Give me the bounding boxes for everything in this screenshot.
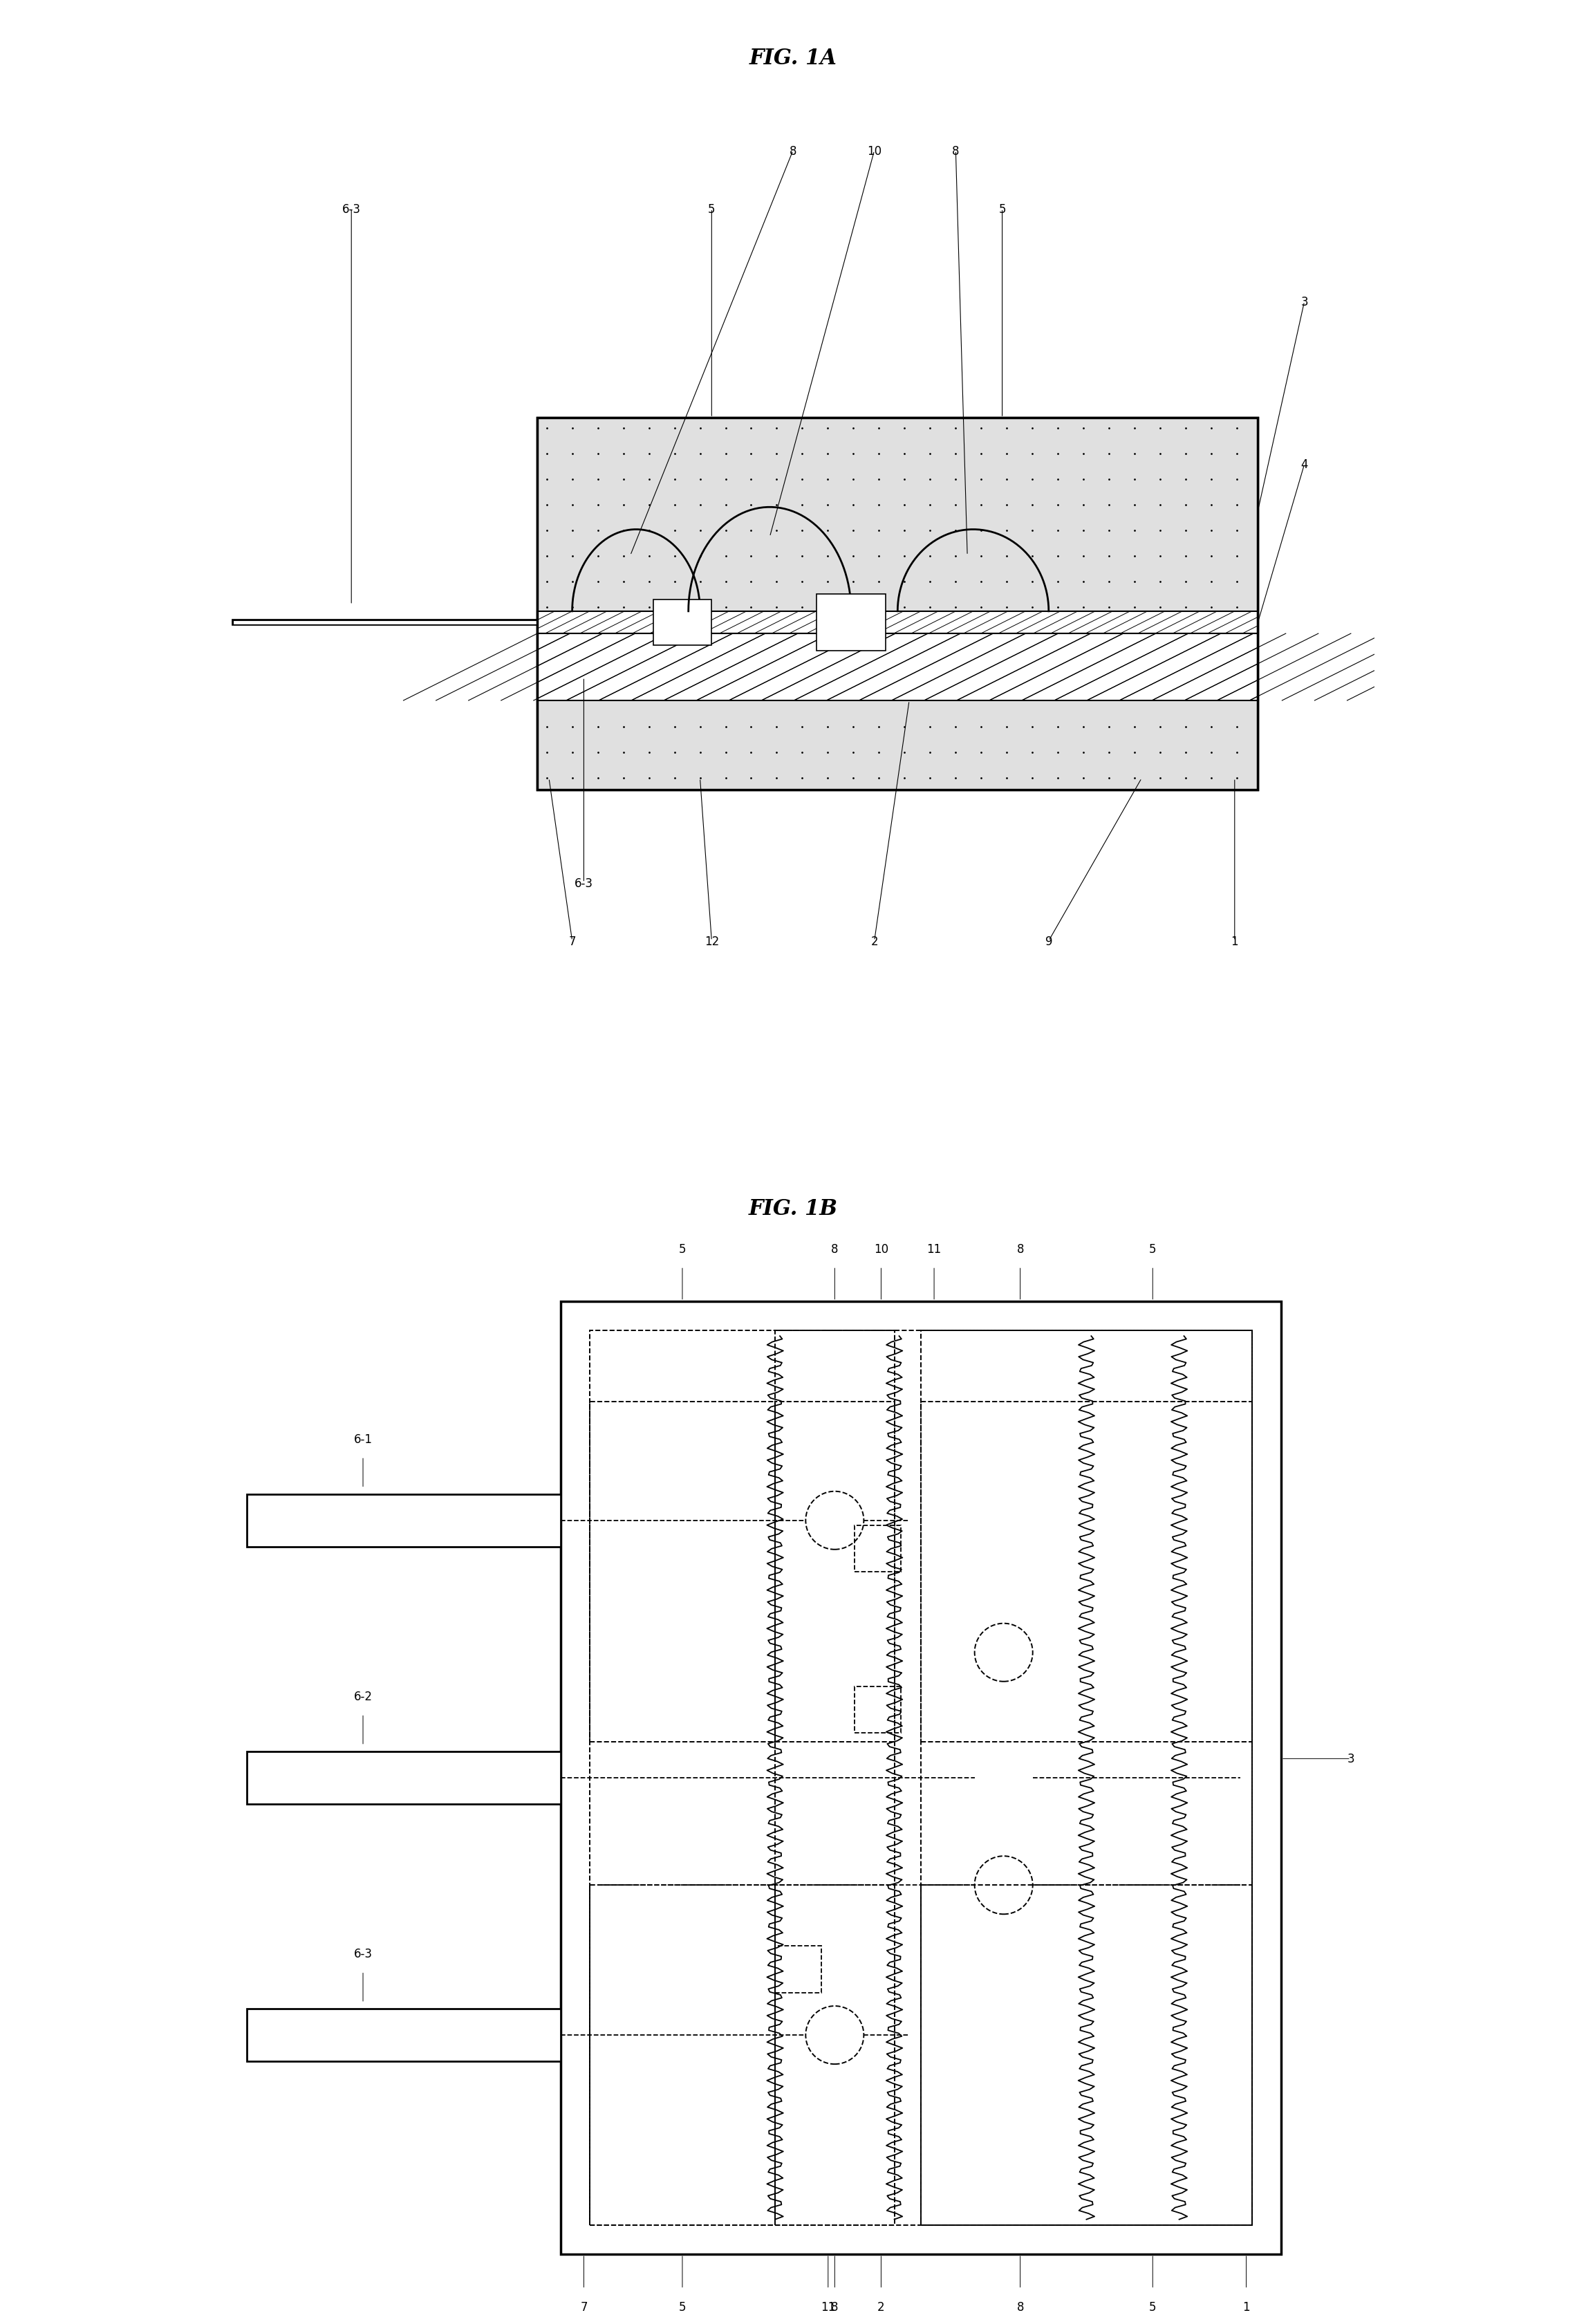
Text: 8: 8 [831, 1243, 839, 1255]
Bar [921, 1401, 1251, 1743]
Text: 1: 1 [1242, 2301, 1250, 2312]
Bar [247, 1752, 560, 1803]
Text: 8: 8 [952, 144, 960, 158]
Bar [538, 418, 1258, 618]
Text: 2: 2 [877, 2301, 885, 2312]
Text: 8: 8 [790, 144, 796, 158]
Bar [855, 1687, 901, 1734]
Bar [538, 611, 1258, 634]
Text: 6-3: 6-3 [354, 1948, 373, 1959]
Bar [560, 1301, 1281, 2254]
Bar [653, 600, 712, 646]
Bar [538, 634, 1258, 702]
Text: FIG. 1A: FIG. 1A [749, 46, 837, 70]
Text: 10: 10 [868, 144, 882, 158]
Text: 6-1: 6-1 [354, 1434, 373, 1446]
Text: 7: 7 [580, 2301, 587, 2312]
Text: 8: 8 [1017, 2301, 1025, 2312]
Text: 3: 3 [1347, 1752, 1354, 1764]
Text: 10: 10 [874, 1243, 888, 1255]
Text: 2: 2 [871, 934, 879, 948]
Text: 5: 5 [1150, 1243, 1156, 1255]
Bar [590, 1401, 776, 1743]
Text: 5: 5 [999, 202, 1006, 216]
Text: 3: 3 [1301, 295, 1308, 309]
Text: 12: 12 [704, 934, 718, 948]
Bar [817, 595, 887, 651]
Text: 6-3: 6-3 [574, 876, 593, 890]
Text: 11: 11 [820, 2301, 836, 2312]
Bar [538, 418, 1258, 790]
Bar [855, 1525, 901, 1571]
Text: 8: 8 [1017, 1243, 1025, 1255]
Bar [538, 702, 1258, 790]
Bar [590, 1329, 1251, 2226]
Text: 8: 8 [831, 2301, 839, 2312]
Text: 5: 5 [1150, 2301, 1156, 2312]
Bar [247, 1494, 560, 1548]
Text: 1: 1 [1231, 934, 1239, 948]
Text: FIG. 1B: FIG. 1B [749, 1197, 837, 1220]
Text: 5: 5 [679, 2301, 687, 2312]
Bar [590, 1885, 776, 2226]
Bar [776, 1885, 895, 2226]
Text: 5: 5 [679, 1243, 687, 1255]
Text: 5: 5 [707, 202, 715, 216]
Bar [776, 1945, 822, 1992]
Bar [921, 1885, 1251, 2226]
Text: 7: 7 [568, 934, 576, 948]
Bar [776, 1329, 895, 2226]
Text: 11: 11 [926, 1243, 942, 1255]
Bar [247, 2008, 560, 2061]
Text: 6-2: 6-2 [354, 1690, 373, 1703]
Text: 6-3: 6-3 [343, 202, 360, 216]
Text: 9: 9 [1045, 934, 1053, 948]
Bar [538, 418, 1258, 790]
Text: 4: 4 [1301, 458, 1308, 472]
Bar [776, 1401, 895, 1743]
Bar [921, 1329, 1251, 2226]
